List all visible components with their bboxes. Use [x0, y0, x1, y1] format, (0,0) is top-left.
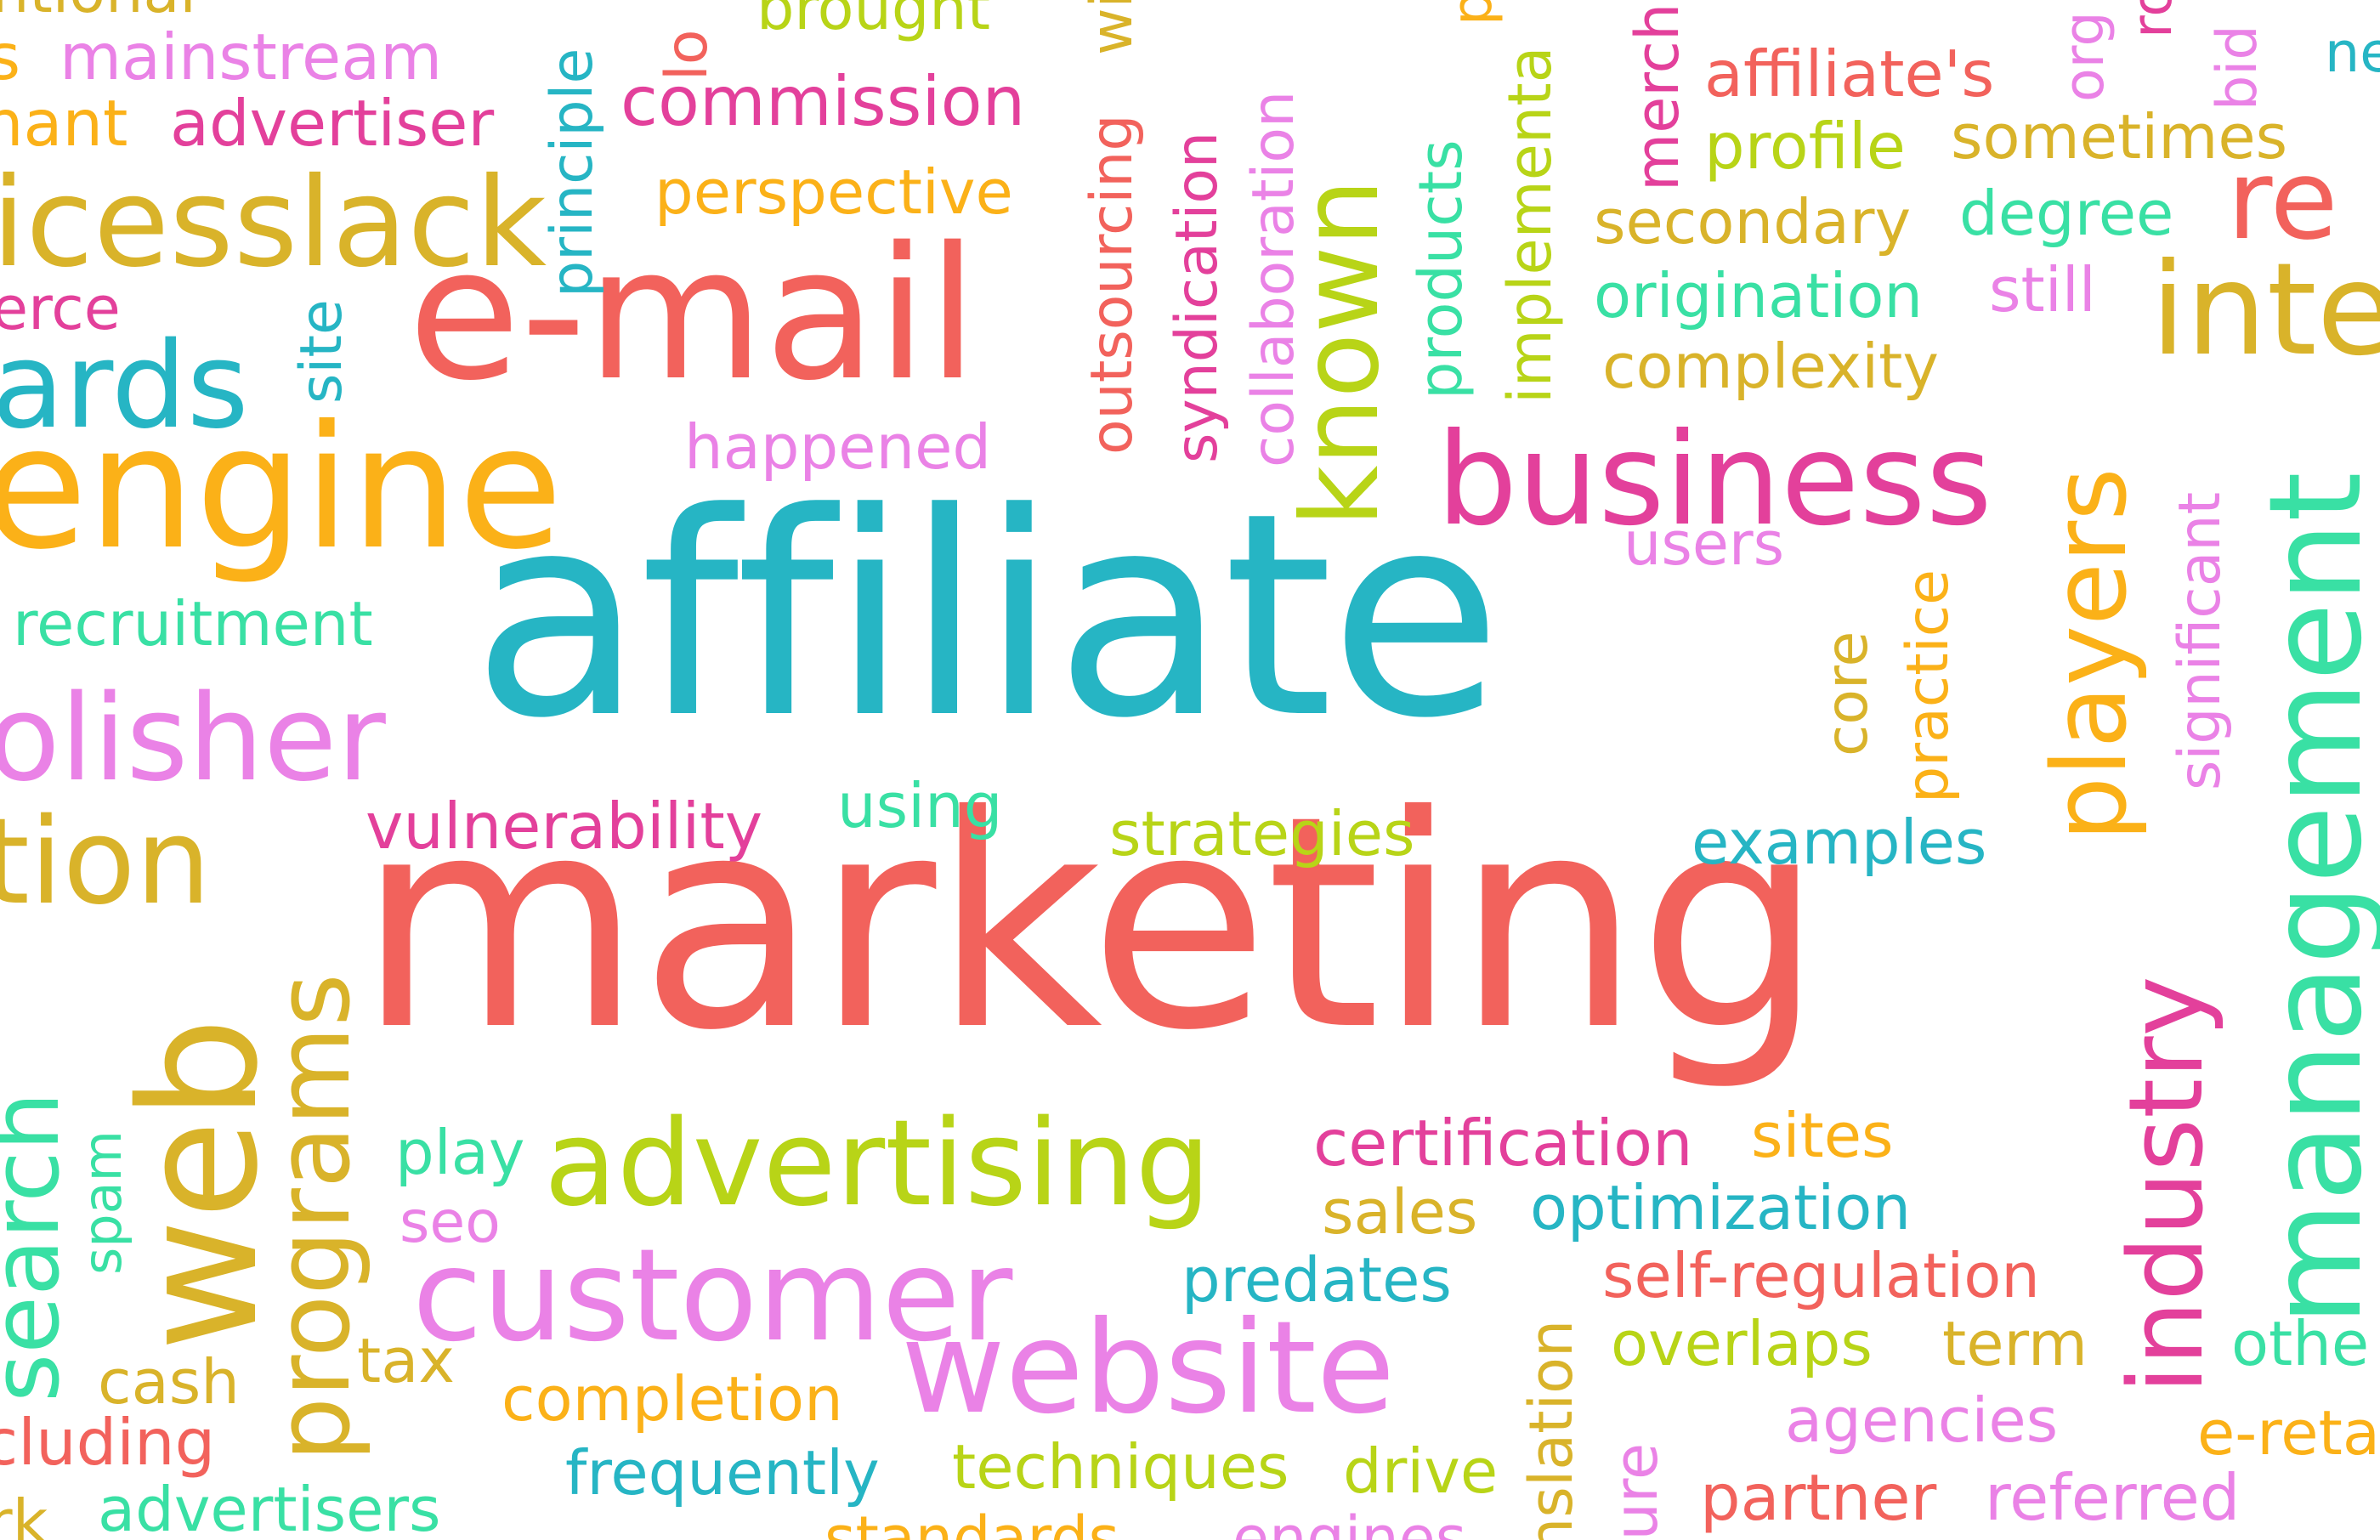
word-degree: degree [1959, 178, 2174, 249]
word-using: using [837, 770, 1003, 841]
word-inte: inte [2150, 236, 2380, 384]
word-drive: drive [1343, 1435, 1499, 1507]
word-affiliates: affiliate's [1704, 37, 1995, 111]
word-implementa: implementa [1495, 46, 1565, 404]
word-ntional: ntional [0, 0, 196, 21]
word-e-reta: e-reta [2197, 1397, 2380, 1469]
word-wide: wide [1079, 0, 1146, 55]
word-happened: happened [684, 411, 992, 483]
word-business: business [1436, 406, 1992, 554]
word-profile: profile [1704, 109, 1906, 184]
word-certification: certification [1313, 1106, 1693, 1180]
word-mainstream: mainstream [60, 20, 443, 94]
word-referred: referred [1985, 1460, 2241, 1535]
word-icesslack: icesslack [0, 151, 547, 295]
word-advertising: advertising [544, 1095, 1211, 1233]
word-sometimes: sometimes [1951, 101, 2288, 173]
word-syndication: syndication [1164, 131, 1231, 463]
word-bid: bid [2206, 25, 2270, 110]
word-re: re [2227, 135, 2338, 264]
word-management: management [2242, 472, 2380, 1326]
word-lo: lo [654, 29, 721, 82]
word-commission: commission [620, 62, 1026, 141]
word-nslation: nslation [1516, 1319, 1586, 1540]
word-ards: ards [0, 317, 249, 456]
word-website: website [901, 1294, 1396, 1442]
word-sites: sites [1751, 1100, 1894, 1171]
word-practice: practice [1895, 569, 1962, 803]
word-complexity: complexity [1602, 331, 1939, 402]
word-perspective: perspective [654, 156, 1013, 228]
word-significant: significant [2167, 491, 2234, 790]
word-examples: examples [1692, 807, 1987, 878]
word-tax: tax [357, 1325, 455, 1396]
word-sales: sales [1322, 1176, 1478, 1248]
word-completion: completion [502, 1363, 843, 1435]
word-spam: spam [71, 1130, 133, 1275]
word-frequently: frequently [565, 1437, 880, 1509]
word-collaboration: collaboration [1240, 90, 1307, 467]
word-brought: brought [756, 0, 991, 43]
word-term: term [1942, 1308, 2088, 1379]
word-origination: origination [1594, 260, 1924, 331]
word-cluding: cluding [0, 1405, 216, 1480]
word-org: org [2053, 11, 2116, 102]
word-products: products [1406, 139, 1476, 399]
word-vulnerability: vulnerability [366, 789, 763, 863]
word-s: s [0, 20, 21, 94]
word-ne: ne [2325, 21, 2380, 85]
word-merch: merch [1623, 3, 1692, 191]
word-standards: standards [824, 1503, 1119, 1540]
word-nant: nant [0, 86, 128, 161]
word-play: play [395, 1117, 525, 1188]
word-users: users [1624, 509, 1785, 579]
word-recruitment: recruitment [13, 588, 373, 660]
word-e-mail: e-mail [408, 207, 978, 421]
word-engines: engines [1232, 1503, 1467, 1540]
word-olisher: olisher [0, 670, 386, 808]
word-tion: tion [0, 793, 212, 931]
word-overlaps: overlaps [1611, 1308, 1873, 1379]
word-optimization: optimization [1530, 1172, 1911, 1243]
word-still: still [1989, 254, 2096, 326]
word-programs: programs [255, 973, 373, 1462]
word-advertisers: advertisers [98, 1474, 441, 1540]
word-players: players [2032, 467, 2150, 841]
word-strategies: strategies [1109, 798, 1415, 869]
word-secondary: secondary [1594, 186, 1912, 258]
word-marketing: marketing [357, 754, 1824, 1095]
word-agencies: agencies [1785, 1384, 2059, 1456]
word-self-regulation: self-regulation [1602, 1240, 2040, 1311]
word-cash: cash [98, 1346, 240, 1418]
word-ture: ture [1601, 1442, 1671, 1540]
word-rk: rk [0, 1486, 48, 1540]
word-principle: principle [539, 48, 606, 297]
word-engine: engine [0, 389, 564, 587]
word-affiliate: affiliate [472, 453, 1502, 779]
word-advertiser: advertiser [170, 86, 495, 161]
word-other: othe [2231, 1308, 2370, 1379]
word-erce: erce [0, 274, 121, 343]
word-outsourcing: outsourcing [1079, 114, 1146, 456]
word-core: core [1814, 631, 1881, 756]
word-p: p [1441, 0, 1504, 25]
word-industry: industry [2108, 976, 2226, 1394]
word-customer: customer [412, 1222, 1013, 1370]
word-search: search [0, 1091, 80, 1402]
word-seo: seo [400, 1189, 501, 1256]
word-ro: ro [2121, 0, 2184, 38]
word-techniques: techniques [952, 1431, 1289, 1503]
word-predates: predates [1182, 1244, 1452, 1316]
word-partner: partner [1700, 1460, 1937, 1535]
word-site: site [288, 299, 355, 404]
